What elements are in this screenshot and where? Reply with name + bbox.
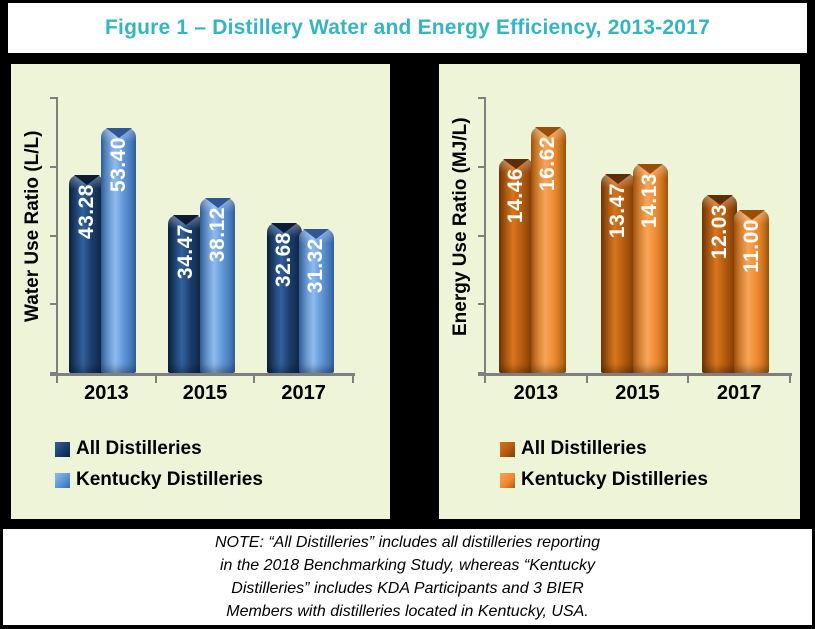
water-legend-item-all-distilleries: All Distilleries: [55, 438, 263, 460]
x-axis-tick: [687, 375, 690, 383]
bar-top-notch: [738, 210, 765, 220]
bar-top-notch: [172, 215, 199, 225]
all-distilleries-legend-label: All Distilleries: [76, 438, 202, 459]
bar-value-label: 31.32: [304, 238, 328, 294]
energy-x-tick-label-2015: 2015: [615, 382, 660, 404]
bar-value-label: 12.03: [707, 204, 731, 260]
kentucky-distilleries-swatch: [500, 472, 515, 488]
all-distilleries-legend-label: All Distilleries: [521, 438, 647, 459]
kentucky-distilleries-legend-label: Kentucky Distilleries: [76, 469, 263, 490]
bar-top-notch: [204, 198, 231, 208]
bar-kentucky-distilleries-2017: 31.32: [298, 229, 334, 373]
title-band: Figure 1 – Distillery Water and Energy E…: [8, 3, 807, 53]
all-distilleries-swatch: [500, 441, 515, 457]
energy-y-axis-label: Energy Use Ratio (MJ/L): [450, 117, 471, 336]
energy-chart-panel: Energy Use Ratio (MJ/L) 14.46 13.47 12.03 1…: [439, 64, 800, 519]
bar-top-notch: [105, 128, 132, 138]
energy-legend-item-all-distilleries: All Distilleries: [500, 438, 708, 460]
bar-value-label: 11.00: [739, 219, 763, 273]
all-distilleries-swatch: [55, 441, 70, 457]
kentucky-distilleries-legend-label: Kentucky Distilleries: [521, 469, 708, 490]
bar-all-distilleries-2017: 32.68: [266, 223, 302, 373]
y-axis-tick: [50, 303, 58, 306]
bar-top-notch: [503, 159, 530, 169]
bar-top-notch: [535, 127, 562, 137]
y-axis-tick: [478, 372, 486, 374]
bar-value-label: 13.47: [606, 183, 629, 239]
note-line-2: in the 2018 Benchmarking Study, whereas …: [219, 557, 596, 574]
water-y-axis: [56, 98, 58, 375]
y-axis-tick: [50, 372, 58, 374]
energy-x-axis: [478, 373, 792, 376]
water-x-axis: [50, 373, 355, 376]
y-axis-tick: [478, 234, 486, 237]
y-axis-tick: [50, 234, 58, 237]
bar-all-distilleries-2015: 34.47: [168, 215, 203, 373]
bar-value-label: 38.12: [205, 207, 229, 263]
bar-kentucky-distilleries-2015: 14.13: [632, 164, 668, 373]
bar-value-label: 32.68: [272, 232, 296, 288]
x-axis-tick: [789, 375, 791, 383]
water-legend: All Distilleries Kentucky Distilleries: [55, 438, 263, 491]
bar-top-notch: [303, 229, 330, 239]
kentucky-distilleries-swatch: [55, 472, 70, 488]
water-legend-item-kentucky-distilleries: Kentucky Distilleries: [55, 469, 263, 491]
water-x-tick-label-2017: 2017: [281, 382, 326, 404]
charts-row: Water Use Ratio (L/L) 43.28 34.47 32.68 53.…: [3, 53, 812, 529]
note-line-3: Distilleries” includes KDA Participants …: [231, 580, 584, 597]
bar-all-distilleries-2013: 43.28: [69, 175, 105, 373]
bar-kentucky-distilleries-2013: 53.40: [101, 128, 137, 373]
water-y-axis-label: Water Use Ratio (L/L): [22, 130, 43, 323]
energy-legend: All Distilleries Kentucky Distilleries: [500, 438, 708, 491]
x-axis-tick: [154, 375, 157, 383]
bar-value-label: 43.28: [74, 184, 98, 240]
water-x-tick-label-2013: 2013: [84, 382, 129, 404]
water-chart-panel: Water Use Ratio (L/L) 43.28 34.47 32.68 53.…: [11, 64, 390, 519]
y-axis-tick: [50, 97, 58, 99]
x-axis-tick: [56, 375, 58, 383]
bar-all-distilleries-2015: 13.47: [600, 174, 636, 373]
energy-legend-item-kentucky-distilleries: Kentucky Distilleries: [500, 469, 708, 491]
bar-all-distilleries-2017: 12.03: [702, 195, 738, 373]
x-axis-tick: [253, 375, 256, 383]
bar-top-notch: [706, 195, 733, 205]
x-axis-tick: [585, 375, 588, 383]
energy-x-tick-label-2013: 2013: [513, 382, 559, 404]
energy-x-tick-label-2017: 2017: [716, 382, 762, 404]
water-x-tick-label-2015: 2015: [182, 382, 228, 404]
bar-value-label: 53.40: [106, 137, 130, 193]
x-axis-tick: [484, 375, 486, 383]
bar-kentucky-distilleries-2013: 16.62: [530, 127, 566, 373]
bar-kentucky-distilleries-2017: 11.00: [734, 210, 770, 373]
bar-value-label: 16.62: [536, 136, 560, 192]
bar-top-notch: [605, 174, 631, 184]
y-axis-tick: [478, 165, 486, 168]
y-axis-tick: [478, 97, 486, 99]
bar-value-label: 14.13: [638, 173, 661, 229]
bar-top-notch: [73, 175, 100, 185]
bar-value-label: 34.47: [173, 224, 197, 280]
bar-top-notch: [271, 223, 298, 233]
energy-y-axis: [484, 98, 486, 375]
bar-value-label: 14.46: [504, 168, 528, 224]
bar-all-distilleries-2013: 14.46: [498, 159, 534, 373]
note-band: NOTE: “All Distilleries” includes all di…: [3, 529, 812, 625]
note-line-4: Members with distilleries located in Ken…: [226, 603, 589, 620]
figure-title: Figure 1 – Distillery Water and Energy E…: [105, 16, 710, 39]
y-axis-tick: [50, 165, 58, 168]
bar-top-notch: [637, 164, 663, 174]
bar-kentucky-distilleries-2015: 38.12: [200, 198, 235, 373]
x-axis-tick: [352, 375, 354, 383]
note-line-1: NOTE: “All Distilleries” includes all di…: [215, 534, 600, 551]
y-axis-tick: [478, 303, 486, 306]
